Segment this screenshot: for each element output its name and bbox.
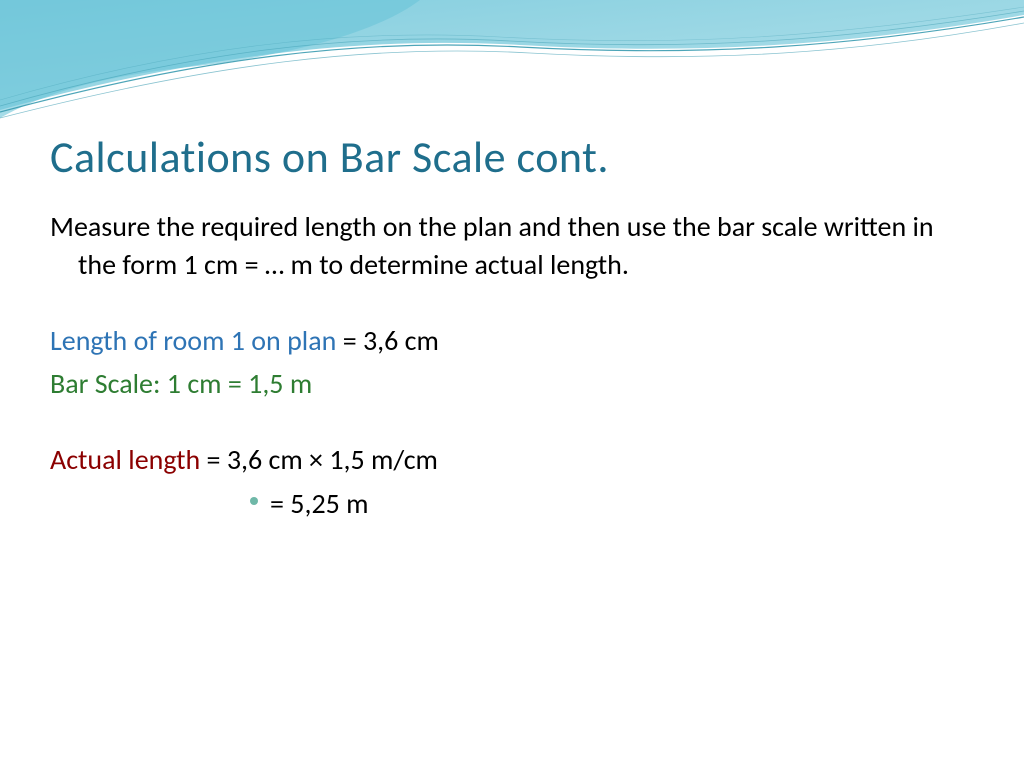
actual-length-expr: = 3,6 cm × 1,5 m/cm — [200, 442, 438, 477]
slide-content: Calculations on Bar Scale cont. Measure … — [0, 0, 1024, 569]
bullet-icon — [250, 497, 258, 505]
length-value: = 3,6 cm — [336, 323, 439, 358]
slide-title: Calculations on Bar Scale cont. — [50, 130, 974, 184]
intro-paragraph: Measure the required length on the plan … — [50, 208, 974, 284]
length-on-plan-line: Length of room 1 on plan = 3,6 cm — [50, 322, 974, 360]
result-value: = 5,25 m — [270, 486, 369, 521]
actual-length-label: Actual length — [50, 442, 200, 477]
result-line: = 5,25 m — [50, 485, 974, 523]
actual-length-line: Actual length = 3,6 cm × 1,5 m/cm — [50, 441, 974, 479]
bar-scale-line: Bar Scale: 1 cm = 1,5 m — [50, 365, 974, 403]
length-label: Length of room 1 on plan — [50, 323, 336, 358]
